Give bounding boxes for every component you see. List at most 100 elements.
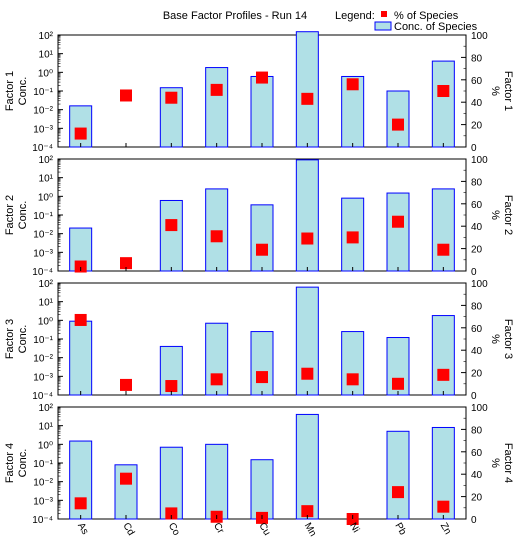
left-tick-label: 10⁻¹ (33, 335, 53, 346)
left-tick-label: 10⁰ (38, 68, 53, 79)
legend: Legend: % of Species Conc. of Species (335, 10, 478, 33)
percent-marker (301, 232, 314, 245)
right-tick-label: 0 (471, 515, 477, 526)
legend-percent-marker (381, 11, 387, 17)
percent-marker (301, 505, 314, 518)
left-axis-label: Factor 3Conc. (4, 319, 29, 359)
percent-marker (165, 380, 178, 393)
legend-conc-text: Conc. of Species (394, 21, 478, 33)
left-tick-label: 10⁻⁴ (32, 267, 53, 278)
right-tick-label: 20 (471, 121, 483, 132)
left-tick-label: 10⁻³ (33, 124, 53, 135)
right-tick-label: 60 (471, 448, 483, 459)
left-tick-label: 10² (39, 155, 54, 166)
left-tick-label: 10⁻¹ (33, 87, 53, 98)
x-category-label: Cr (211, 521, 226, 536)
percent-marker (437, 500, 450, 513)
percent-marker (437, 243, 450, 256)
left-tick-label: 10¹ (39, 298, 54, 309)
conc-bar (295, 31, 319, 148)
legend-label: Legend: (335, 10, 375, 22)
left-tick-label: 10⁻¹ (33, 211, 53, 222)
conc-bar (295, 159, 319, 272)
right-tick-label: 80 (471, 425, 483, 436)
percent-marker (74, 313, 87, 326)
left-tick-label: 10⁻¹ (33, 459, 53, 470)
right-tick-label: 0 (471, 267, 477, 278)
factor-panel: 10⁻⁴ 10⁻³ 10⁻² 10⁻¹ 10⁰ 10¹ 10² 100 80 60 40 20 0 Fac… (4, 279, 514, 402)
percent-marker (392, 118, 404, 131)
left-tick-label: 10⁻³ (33, 248, 53, 259)
left-tick-label: 10⁻² (33, 354, 53, 365)
left-tick-label: 10⁻⁴ (32, 143, 53, 154)
percent-marker (74, 497, 87, 510)
percent-marker (74, 260, 87, 273)
right-tick-label: 20 (471, 245, 483, 256)
x-category-label: Pb (392, 521, 408, 537)
conc-bar (250, 331, 274, 396)
left-tick-label: 10² (39, 31, 54, 42)
legend-percent-text: % of Species (394, 10, 459, 22)
percent-marker (301, 367, 314, 380)
conc-bar (431, 315, 455, 396)
right-axis-label: Factor 1% (489, 71, 514, 111)
percent-marker (256, 71, 268, 84)
percent-marker (165, 219, 178, 232)
left-axis-label: Factor 2Conc. (4, 195, 29, 235)
left-tick-label: 10² (39, 279, 54, 290)
left-tick-label: 10⁻⁴ (32, 391, 53, 402)
percent-marker (346, 231, 359, 244)
right-tick-label: 80 (471, 177, 483, 188)
right-tick-label: 20 (471, 493, 483, 504)
percent-marker (301, 92, 314, 105)
percent-marker (346, 78, 359, 91)
right-tick-label: 60 (471, 76, 483, 87)
x-category-label: Co (166, 521, 182, 538)
conc-bar (69, 105, 93, 148)
chart-title: Base Factor Profiles - Run 14 (163, 10, 307, 22)
right-tick-label: 100 (471, 155, 488, 166)
right-tick-label: 40 (471, 98, 483, 109)
right-tick-label: 100 (471, 403, 488, 414)
right-tick-label: 80 (471, 301, 483, 312)
conc-bar (431, 188, 455, 272)
conc-bar (250, 204, 274, 272)
right-tick-label: 80 (471, 53, 483, 64)
percent-marker (256, 371, 268, 384)
left-tick-label: 10⁻² (33, 230, 53, 241)
right-tick-label: 40 (471, 222, 483, 233)
x-category-label: Zn (438, 521, 453, 537)
percent-marker (120, 378, 132, 391)
factor-panel: 10⁻⁴ 10⁻³ 10⁻² 10⁻¹ 10⁰ 10¹ 10² 100 80 60 40 20 0 Fac… (4, 155, 514, 278)
percent-marker (210, 230, 223, 243)
percent-marker (210, 83, 223, 96)
right-tick-label: 40 (471, 470, 483, 481)
factor-panel: 10⁻⁴ 10⁻³ 10⁻² 10⁻¹ 10⁰ 10¹ 10² 100 80 60 40 20 0 Fac… (4, 31, 514, 154)
left-tick-label: 10⁻³ (33, 372, 53, 383)
conc-bar (341, 331, 365, 396)
x-category-label: As (75, 521, 90, 537)
percent-marker (392, 486, 404, 499)
factor-panel: 10⁻⁴ 10⁻³ 10⁻² 10⁻¹ 10⁰ 10¹ 10² 100 80 60 40 20 0 Fac… (4, 403, 514, 526)
conc-bar (431, 60, 455, 148)
x-category-label: Mn (302, 521, 318, 539)
right-tick-label: 100 (471, 279, 488, 290)
percent-marker (74, 127, 87, 140)
left-tick-label: 10⁰ (38, 316, 53, 327)
left-tick-label: 10⁰ (38, 440, 53, 451)
left-tick-label: 10⁻⁴ (32, 515, 53, 526)
percent-marker (392, 377, 404, 390)
left-tick-label: 10¹ (39, 174, 54, 185)
percent-marker (120, 472, 132, 485)
conc-bar (69, 320, 93, 396)
left-tick-label: 10² (39, 403, 54, 414)
conc-bar (295, 413, 319, 520)
percent-marker (210, 373, 223, 386)
right-axis-label: Factor 4% (489, 443, 514, 483)
right-tick-label: 0 (471, 391, 477, 402)
left-tick-label: 10¹ (39, 50, 54, 61)
percent-marker (437, 85, 450, 97)
percent-marker (437, 368, 450, 381)
percent-marker (165, 91, 178, 104)
